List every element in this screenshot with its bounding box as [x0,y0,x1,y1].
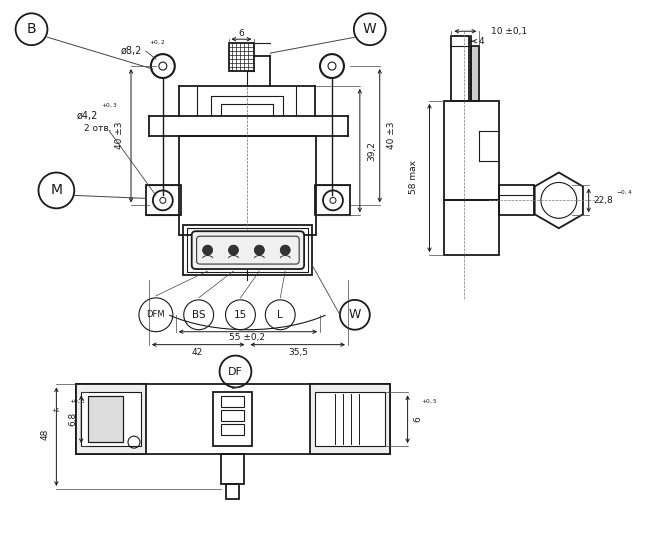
Text: 6: 6 [413,416,422,422]
Text: $^{+0,3}$: $^{+0,3}$ [101,103,118,112]
Bar [471,46,479,101]
Bar [451,36,469,101]
Bar [81,392,141,446]
Text: 42: 42 [192,348,203,357]
Text: 2 отв.: 2 отв. [84,124,112,133]
Text: L: L [277,310,283,320]
Bar [146,185,181,215]
Bar [213,392,252,446]
Bar [88,397,123,442]
Text: 40 ±3: 40 ±3 [387,122,396,150]
Bar [315,185,350,215]
Text: 58 max: 58 max [409,161,418,195]
Text: 35,5: 35,5 [288,348,308,357]
Text: 22,8: 22,8 [594,196,614,205]
Text: $^{+1}$: $^{+1}$ [51,408,62,416]
Text: $_{-0,4}$: $_{-0,4}$ [616,188,633,197]
Bar [499,185,534,215]
Bar [179,136,316,235]
Text: 6: 6 [238,29,244,38]
Circle shape [254,245,264,255]
Bar [88,397,123,442]
Text: 6,8: 6,8 [69,412,78,426]
Text: 55 ±0,2: 55 ±0,2 [229,333,265,342]
FancyBboxPatch shape [192,231,304,269]
Text: M: M [51,184,62,197]
Text: W: W [349,309,361,321]
Bar [225,484,239,499]
Text: 4: 4 [478,37,484,46]
Bar [187,228,308,272]
Text: W: W [363,22,376,36]
Text: DFM: DFM [147,310,165,320]
Circle shape [202,245,213,255]
Bar [221,424,244,435]
Bar [315,392,385,446]
Circle shape [281,245,290,255]
Bar [444,200,499,255]
Bar [221,410,244,421]
Text: $^{+0,3}$: $^{+0,3}$ [70,399,86,408]
Bar [229,43,254,71]
Text: BS: BS [192,310,206,320]
Bar [76,384,146,454]
Text: ø4,2: ø4,2 [76,111,98,121]
Circle shape [229,245,238,255]
Text: ø8,2: ø8,2 [121,46,143,56]
Bar [444,101,499,200]
Text: 15: 15 [234,310,247,320]
Text: 48: 48 [41,428,50,440]
Bar [76,384,390,454]
Text: 10 ±0,1: 10 ±0,1 [491,27,527,36]
Text: $^{+0,2}$: $^{+0,2}$ [149,41,166,50]
Bar [183,226,312,275]
Text: 39,2: 39,2 [367,141,376,161]
Text: DF: DF [228,366,243,377]
Text: B: B [27,22,36,36]
Bar [221,454,244,484]
Text: $^{+0,5}$: $^{+0,5}$ [420,399,438,408]
Bar [221,397,244,408]
Bar [310,384,390,454]
Text: 40 ±3: 40 ±3 [114,122,124,150]
